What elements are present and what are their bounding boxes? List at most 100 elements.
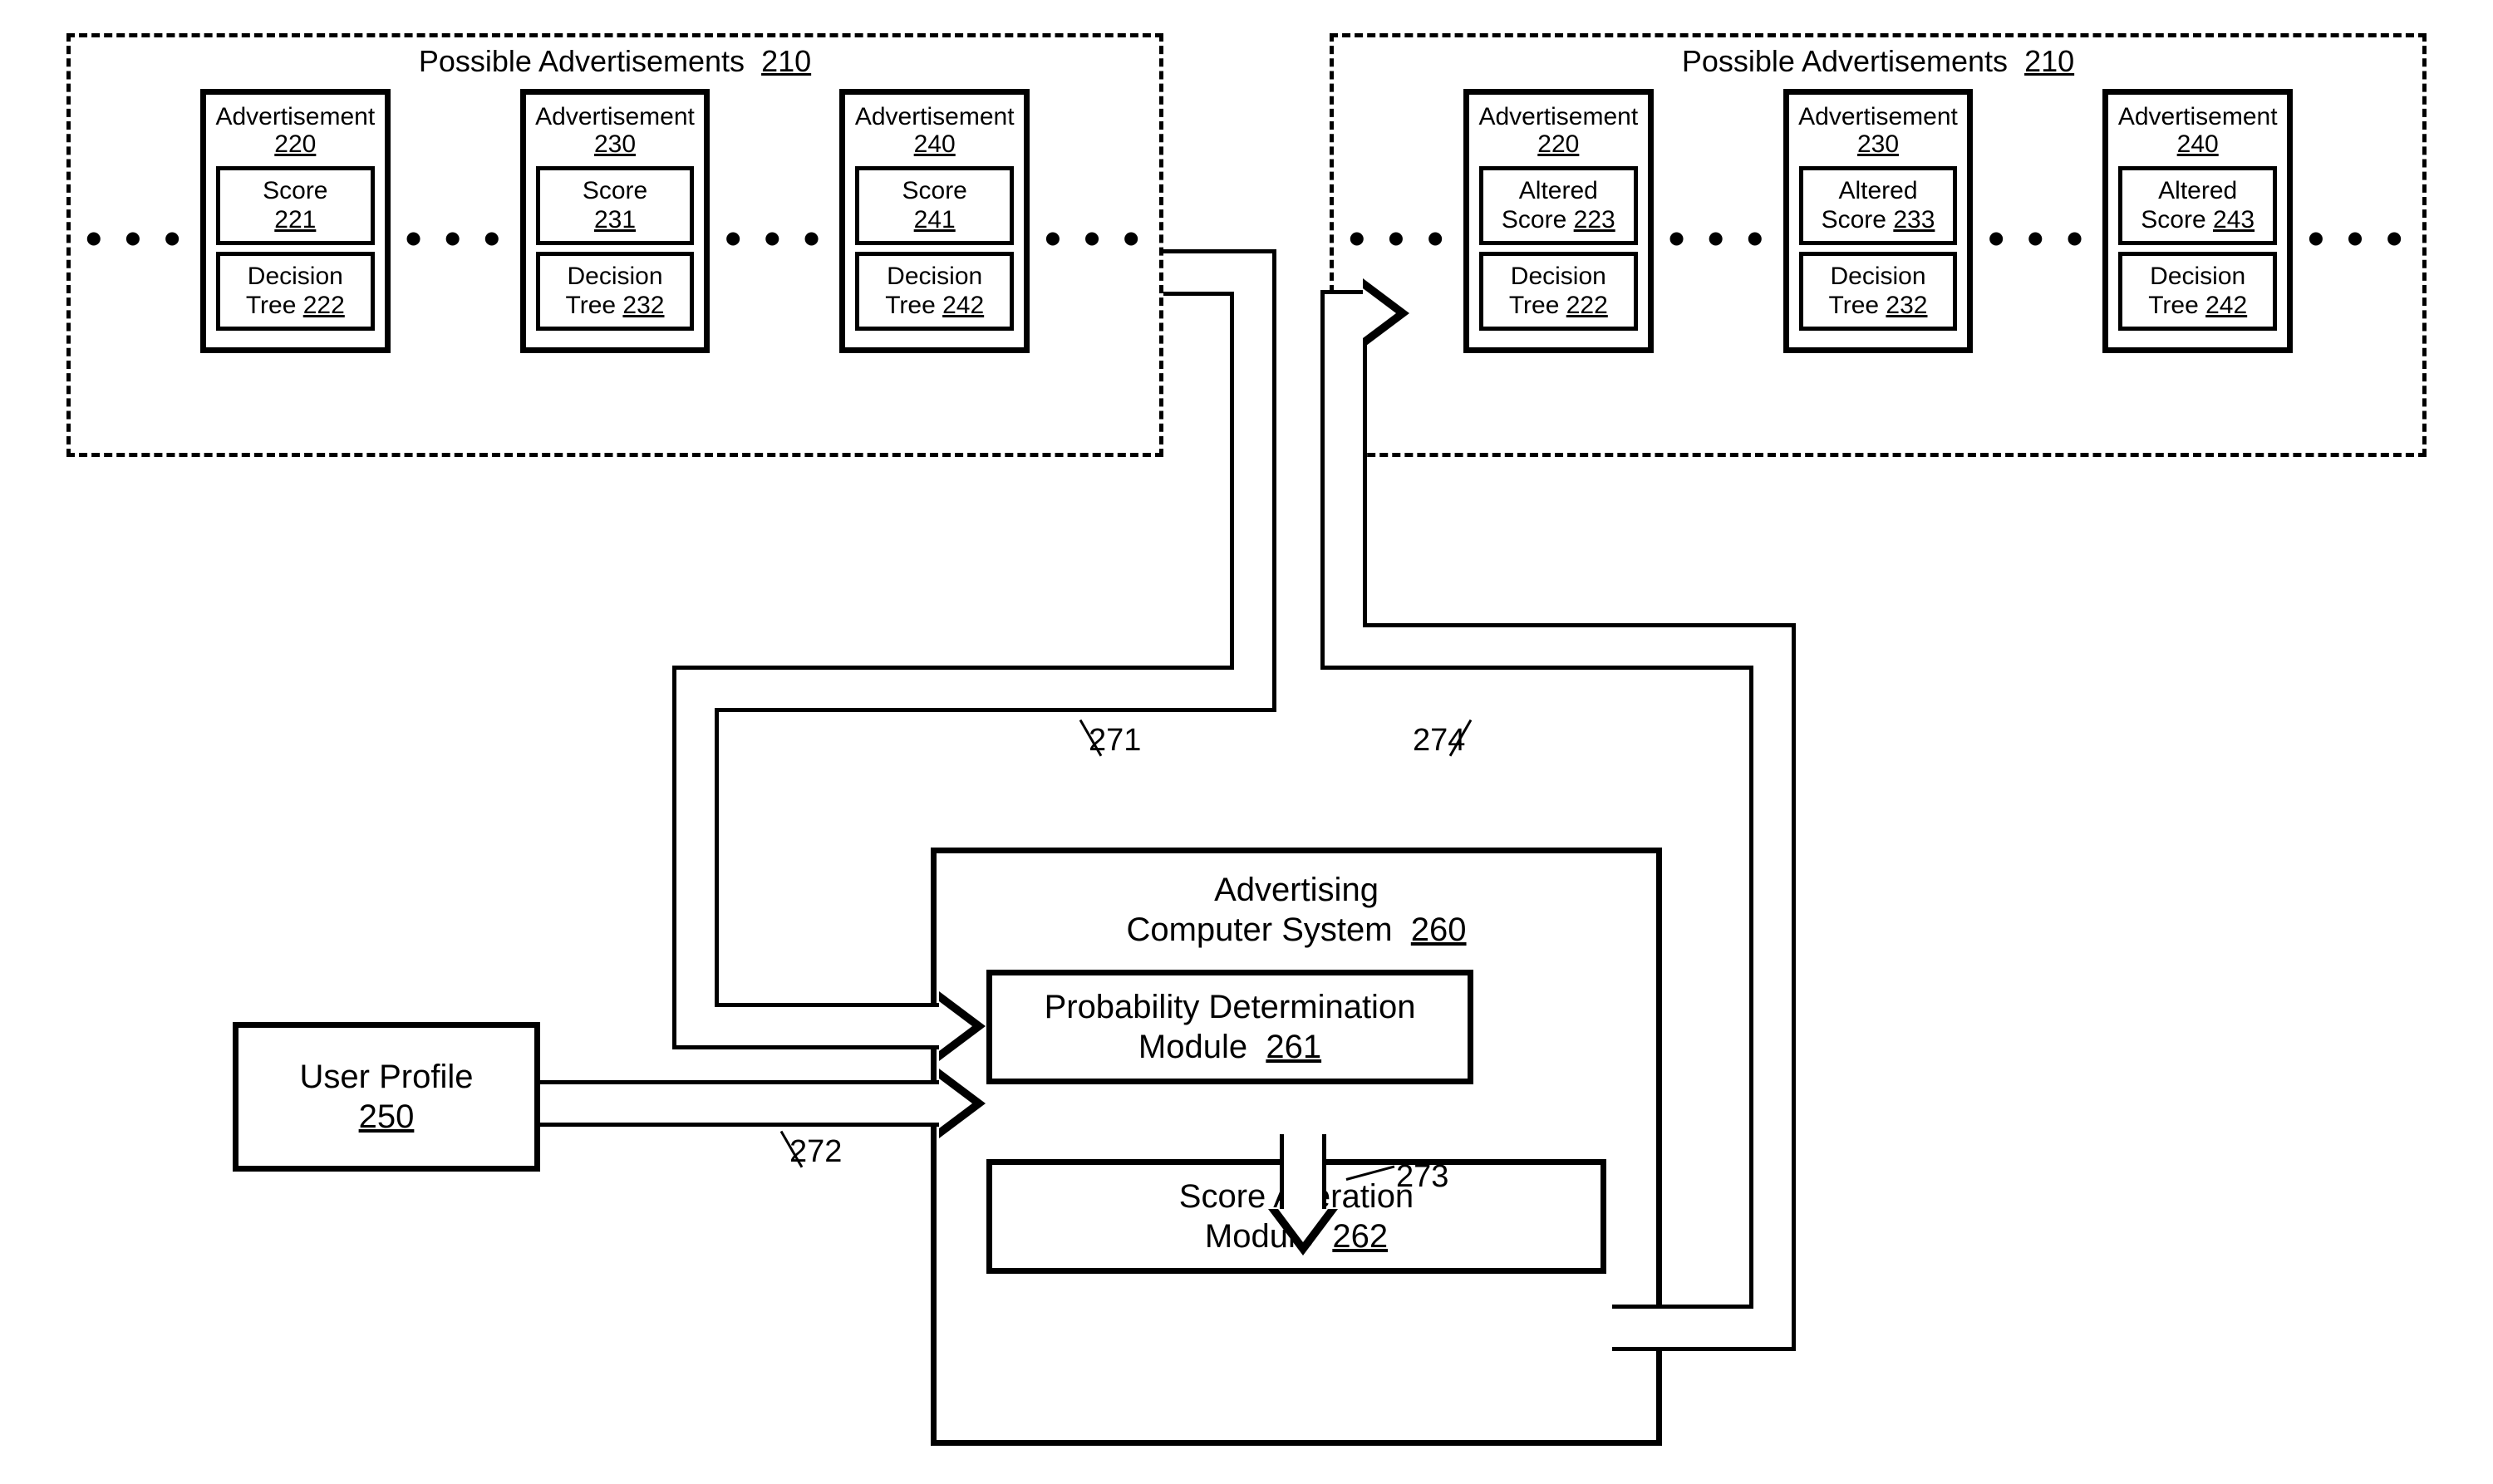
ad-card-title: Advertisement 230 <box>533 103 698 158</box>
tree-ref: 232 <box>1886 292 1927 319</box>
ad-title-text: Advertisement <box>535 103 695 130</box>
score-label: Score <box>902 177 967 204</box>
ellipsis-icon: • • • <box>1030 89 1159 388</box>
sys-line1: Advertising <box>1214 872 1379 908</box>
arrow-273-seg <box>1280 1134 1326 1209</box>
ad-ref: 220 <box>274 130 316 158</box>
arrow-274-head-icon <box>1363 278 1409 348</box>
score-label: Score <box>263 177 327 204</box>
ad-title-text: Advertisement <box>1798 103 1958 130</box>
score-box: Altered Score 233 <box>1799 166 1958 245</box>
score-ref: 221 <box>274 206 316 233</box>
ellipsis-icon: • • • <box>1973 89 2102 388</box>
ad-row-right: • • • Advertisement 220 Altered Score 22… <box>1334 89 2422 388</box>
tree-box: Decision Tree 242 <box>855 252 1014 331</box>
arrow-271-elbow <box>1230 249 1276 296</box>
ellipsis-icon: • • • <box>391 89 520 388</box>
ad-card-title: Advertisement 220 <box>1476 103 1641 158</box>
ad-card-title: Advertisement 230 <box>1796 103 1961 158</box>
ad-title-text: Advertisement <box>215 103 375 130</box>
arrow-272-label: 272 <box>789 1134 842 1170</box>
possible-ads-right-title-text: Possible Advertisements <box>1682 44 2008 78</box>
arrow-271-elbow <box>672 666 719 712</box>
ad-card-title: Advertisement 220 <box>213 103 378 158</box>
score-ref: 243 <box>2213 206 2255 233</box>
ad-card: Advertisement 240 Altered Score 243 Deci… <box>2102 89 2293 353</box>
arrow-272-head-icon <box>939 1069 986 1138</box>
arrow-273-head-icon <box>1268 1209 1338 1256</box>
tree-box: Decision Tree 222 <box>1479 252 1638 331</box>
score-ref: 233 <box>1893 206 1935 233</box>
possible-ads-right-title: Possible Advertisements 210 <box>1334 44 2422 79</box>
advertising-system-title: Advertising Computer System 260 <box>937 865 1656 955</box>
tree-box: Decision Tree 222 <box>216 252 375 331</box>
module1-line2: Module <box>1138 1029 1247 1065</box>
ellipsis-icon: • • • <box>2293 89 2422 388</box>
ellipsis-icon: • • • <box>71 89 200 388</box>
sys-line2: Computer System <box>1126 912 1392 948</box>
arrow-271-label: 271 <box>1089 723 1141 759</box>
arrow-274-seg <box>1320 332 1367 627</box>
ad-card-title: Advertisement 240 <box>852 103 1017 158</box>
ad-ref: 240 <box>914 130 956 158</box>
ad-title-text: Advertisement <box>2118 103 2278 130</box>
ad-card: Advertisement 220 Score 221 Decision Tre… <box>200 89 391 353</box>
diagram-canvas: Possible Advertisements 210 • • • Advert… <box>0 0 2493 1484</box>
ad-ref: 220 <box>1537 130 1579 158</box>
tree-ref: 232 <box>622 292 664 319</box>
score-label: Score <box>583 177 647 204</box>
ad-ref: 230 <box>594 130 636 158</box>
score-box: Score 241 <box>855 166 1014 245</box>
arrow-274-elbow <box>1320 290 1367 337</box>
module1-line1: Probability Determination <box>1045 989 1416 1025</box>
arrow-271-elbow <box>1230 666 1276 712</box>
score-ref: 223 <box>1574 206 1615 233</box>
probability-module: Probability Determination Module 261 <box>986 970 1473 1084</box>
score-ref: 241 <box>914 206 956 233</box>
arrow-274-elbow <box>1749 623 1796 670</box>
ellipsis-icon: • • • <box>1654 89 1783 388</box>
tree-ref: 222 <box>1566 292 1608 319</box>
ad-card: Advertisement 230 Score 231 Decision Tre… <box>520 89 711 353</box>
ad-ref: 230 <box>1857 130 1899 158</box>
ad-card-title: Advertisement 240 <box>2115 103 2280 158</box>
ad-card: Advertisement 240 Score 241 Decision Tre… <box>839 89 1030 353</box>
score-box: Score 221 <box>216 166 375 245</box>
arrow-271-seg <box>1163 249 1234 296</box>
ad-row-left: • • • Advertisement 220 Score 221 Decisi… <box>71 89 1159 388</box>
score-ref: 231 <box>594 206 636 233</box>
tree-box: Decision Tree 232 <box>1799 252 1958 331</box>
user-profile-ref: 250 <box>359 1098 415 1135</box>
ad-title-text: Advertisement <box>1478 103 1638 130</box>
ad-title-text: Advertisement <box>855 103 1015 130</box>
arrow-271-elbow <box>672 1003 719 1049</box>
score-box: Score 231 <box>536 166 695 245</box>
possible-ads-right-ref: 210 <box>2024 44 2074 78</box>
arrow-274-seg <box>1363 623 1753 670</box>
arrow-271-seg <box>1230 292 1276 670</box>
user-profile-title: User Profile 250 <box>293 1052 480 1142</box>
possible-ads-left-title: Possible Advertisements 210 <box>71 44 1159 79</box>
tree-ref: 242 <box>942 292 984 319</box>
user-profile-text: User Profile <box>300 1059 474 1095</box>
sys-ref: 260 <box>1411 912 1467 948</box>
arrow-274-seg <box>1612 1305 1753 1351</box>
arrow-271-seg <box>715 1003 939 1049</box>
tree-ref: 242 <box>2205 292 2247 319</box>
module1-ref: 261 <box>1266 1029 1321 1065</box>
arrow-274-seg <box>1749 666 1796 1309</box>
arrow-271-seg <box>672 708 719 1007</box>
ad-ref: 240 <box>2177 130 2219 158</box>
possible-ads-left-title-text: Possible Advertisements <box>419 44 745 78</box>
ad-card: Advertisement 230 Altered Score 233 Deci… <box>1783 89 1974 353</box>
ad-card: Advertisement 220 Altered Score 223 Deci… <box>1463 89 1654 353</box>
tree-box: Decision Tree 242 <box>2118 252 2277 331</box>
arrow-274-elbow <box>1749 1305 1796 1351</box>
tree-box: Decision Tree 232 <box>536 252 695 331</box>
possible-ads-left: Possible Advertisements 210 • • • Advert… <box>66 33 1163 457</box>
arrow-272-seg <box>540 1080 939 1127</box>
score-box: Altered Score 243 <box>2118 166 2277 245</box>
tree-ref: 222 <box>303 292 345 319</box>
possible-ads-right: Possible Advertisements 210 • • • Advert… <box>1330 33 2427 457</box>
module2-ref: 262 <box>1332 1218 1388 1255</box>
